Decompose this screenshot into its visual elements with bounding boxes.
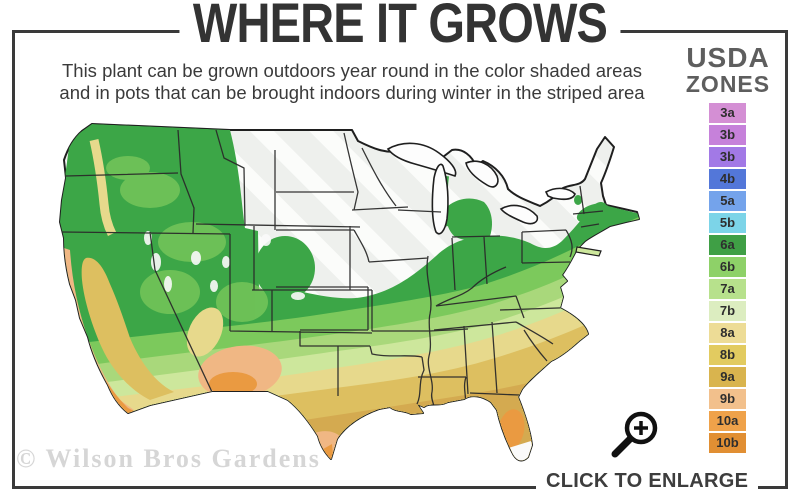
click-to-enlarge-button[interactable]: CLICK TO ENLARGE: [536, 470, 759, 493]
zone-patch-florida-tip-white: [505, 441, 534, 461]
long-island: [575, 246, 602, 257]
great-lakes: [386, 142, 576, 235]
state-borders: [61, 129, 604, 413]
zone-patch-michigan-green: [446, 198, 492, 241]
zone-chip-5b: 5b: [709, 213, 746, 233]
zone-chip-4b: 4b: [709, 169, 746, 189]
zone-chip-6a: 6a: [709, 235, 746, 255]
watermark: © Wilson Bros Gardens: [16, 444, 321, 473]
lake-huron: [465, 160, 499, 188]
zone-chip-9a: 9a: [709, 367, 746, 387]
magnifier-icon[interactable]: [605, 406, 669, 469]
zone-patch-california-valley-gold: [81, 257, 174, 400]
zone-chip-3a: 3a: [709, 103, 746, 123]
zone-chip-3b: 3b: [709, 147, 746, 167]
zone-chip-10b: 10b: [709, 433, 746, 453]
zone-patch-new-england-green: [576, 203, 608, 223]
zone-chip-7b: 7b: [709, 301, 746, 321]
usda-zones-legend-title: USDA ZONES: [668, 44, 788, 97]
zone-chip-3b: 3b: [709, 125, 746, 145]
zone-chip-7a: 7a: [709, 279, 746, 299]
zone-chip-9b: 9b: [709, 389, 746, 409]
legend-title-usda: USDA: [686, 42, 770, 73]
lake-ontario: [544, 187, 576, 200]
zone-patch-cascades-khaki: [89, 139, 117, 237]
zone-chip-8b: 8b: [709, 345, 746, 365]
zone-patch-colorado-green: [255, 236, 315, 300]
zone-patch-arizona-orange: [209, 372, 257, 396]
page-title-text: WHERE IT GROWS: [179, 0, 621, 53]
lake-michigan: [431, 163, 449, 235]
zone-chip-6b: 6b: [709, 257, 746, 277]
zone-chip-8a: 8a: [709, 323, 746, 343]
zone-patch-south-nevada-khaki: [186, 307, 224, 357]
zone-chip-5a: 5a: [709, 191, 746, 211]
page-title: WHERE IT GROWS: [179, 0, 621, 53]
zone-list: 3a 3b 3b 4b 5a 5b 6a 6b 7a 7b 8a 8b 9a 9b 10a 10b: [709, 103, 746, 455]
legend-title-zones: ZONES: [685, 71, 771, 97]
subtitle-line-1: This plant can be grown outdoors year ro…: [61, 60, 643, 81]
subtitle: This plant can be grown outdoors year ro…: [28, 60, 676, 104]
zone-chip-10a: 10a: [709, 411, 746, 431]
lake-erie: [499, 204, 539, 225]
zone-patch-new-hampshire-green-dot: [574, 195, 582, 205]
subtitle-line-2: and in pots that can be brought indoors …: [59, 81, 645, 103]
